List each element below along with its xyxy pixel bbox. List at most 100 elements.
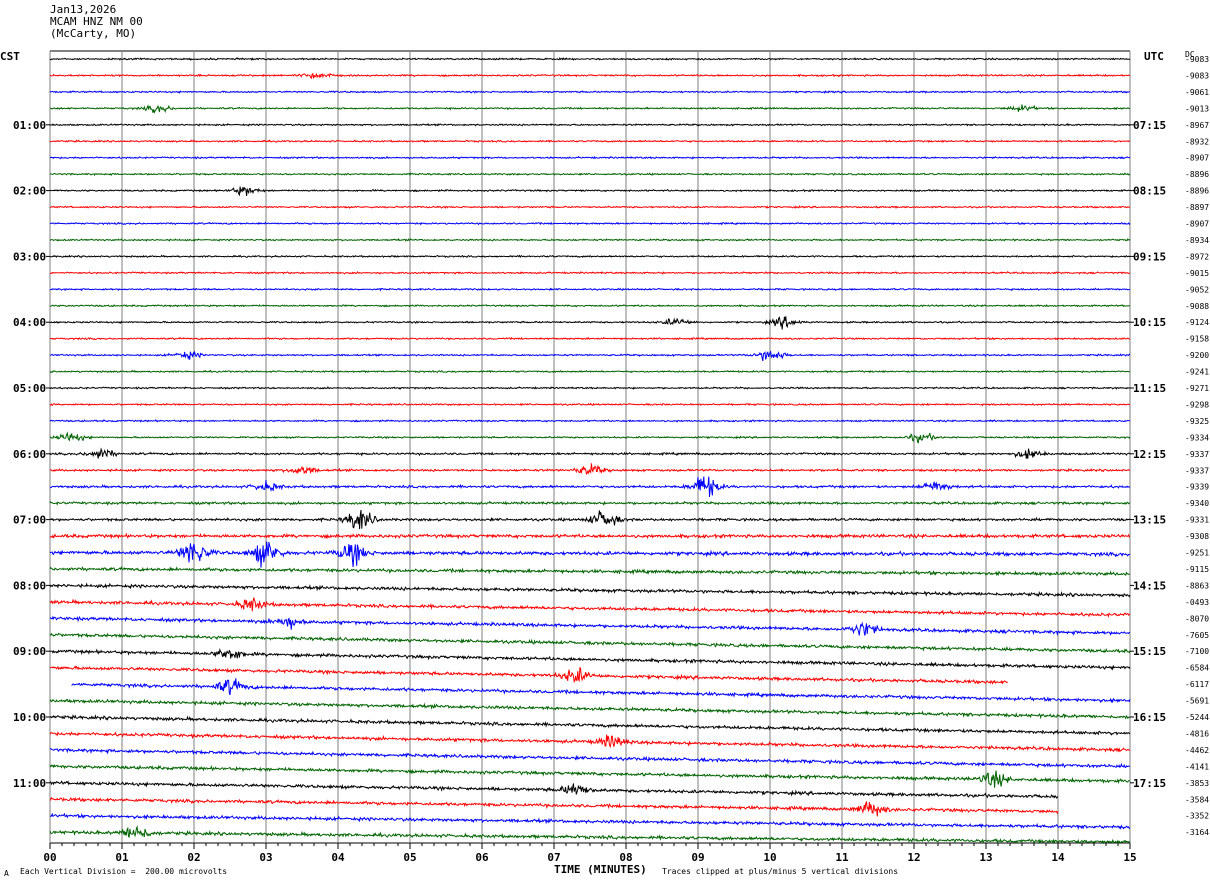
trace-row-45: [49, 796, 1059, 817]
dc-offset-38: -6117: [1185, 680, 1209, 689]
dc-offset-33: -0493: [1185, 598, 1209, 607]
trace-row-29: [49, 532, 1131, 540]
trace-row-1: [49, 72, 1131, 80]
trace-row-10: [49, 221, 1131, 226]
dc-offset-31: -9115: [1185, 565, 1209, 574]
dc-offset-44: -3853: [1185, 779, 1209, 788]
dc-offset-4: -8967: [1185, 121, 1209, 130]
trace-row-14: [49, 287, 1131, 292]
clip-note: Traces clipped at plus/minus 5 vertical …: [662, 867, 899, 876]
trace-row-33: [49, 597, 1131, 619]
left-axis-title: CST: [0, 50, 20, 63]
dc-offset-21: -9298: [1185, 400, 1209, 409]
trace-row-38: [71, 678, 1131, 704]
trace-row-9: [49, 205, 1131, 210]
dc-offset-5: -8932: [1185, 137, 1209, 146]
left-time-label-44: 11:00: [13, 777, 46, 790]
trace-row-7: [49, 172, 1131, 177]
trace-row-18: [49, 350, 1131, 362]
dc-offset-13: -9015: [1185, 269, 1209, 278]
trace-row-23: [49, 431, 1131, 444]
x-tick-label-5: 05: [403, 851, 416, 864]
trace-row-11: [49, 237, 1131, 242]
x-axis-label: TIME (MINUTES): [554, 863, 647, 876]
trace-row-34: [49, 615, 1131, 636]
x-tick-label-10: 10: [763, 851, 776, 864]
left-time-label-8: 02:00: [13, 185, 46, 198]
dc-offset-20: -9271: [1185, 384, 1209, 393]
dc-offset-42: -4462: [1185, 746, 1209, 755]
dc-offset-47: -3164: [1185, 828, 1209, 837]
dc-offset-18: -9200: [1185, 351, 1209, 360]
dc-offset-23: -9334: [1185, 433, 1209, 442]
right-axis-title: UTC: [1144, 50, 1164, 63]
trace-row-16: [49, 316, 1131, 330]
dc-offset-39: -5691: [1185, 697, 1209, 706]
trace-row-4: [49, 122, 1131, 127]
left-time-label-24: 06:00: [13, 448, 46, 461]
trace-row-13: [49, 270, 1131, 275]
trace-row-22: [49, 419, 1131, 423]
trace-row-40: [50, 714, 1131, 736]
x-tick-label-1: 01: [115, 851, 129, 864]
x-tick-label-12: 12: [907, 851, 920, 864]
trace-row-41: [49, 731, 1131, 753]
x-tick-label-14: 14: [1051, 851, 1065, 864]
dc-offset-17: -9158: [1185, 335, 1209, 344]
dc-offset-25: -9337: [1185, 466, 1209, 475]
left-time-label-28: 07:00: [13, 514, 46, 527]
dc-offset-8: -8896: [1185, 187, 1209, 196]
trace-row-46: [49, 812, 1131, 830]
dc-offset-37: -6584: [1185, 664, 1209, 673]
left-time-label-36: 09:00: [13, 645, 46, 658]
dc-offset-40: -5244: [1185, 713, 1209, 722]
trace-row-37: [50, 665, 1008, 685]
left-time-label-40: 10:00: [13, 711, 46, 724]
right-time-label-16: 10:15: [1133, 316, 1166, 329]
trace-row-44: [49, 780, 1059, 799]
dc-offset-14: -9052: [1185, 285, 1209, 294]
x-tick-label-15: 15: [1123, 851, 1136, 864]
x-tick-label-0: 00: [43, 851, 56, 864]
trace-row-28: [49, 509, 1131, 530]
x-tick-label-4: 04: [331, 851, 345, 864]
dc-offset-0: -9083: [1185, 55, 1209, 64]
dc-offset-29: -9308: [1185, 532, 1209, 541]
left-time-label-4: 01:00: [13, 119, 46, 132]
trace-row-30: [49, 541, 1131, 568]
trace-row-19: [49, 369, 1131, 374]
header-location: (McCarty, MO): [50, 27, 137, 40]
corner-mark: A: [4, 869, 9, 878]
trace-row-0: [49, 57, 1131, 61]
dc-offset-32: -8863: [1185, 581, 1209, 590]
trace-row-20: [49, 386, 1131, 390]
right-time-label-12: 09:15: [1133, 250, 1166, 263]
dc-offset-15: -9088: [1185, 302, 1209, 311]
header-station: MCAM HNZ NM 00: [50, 15, 143, 28]
dc-offset-26: -9339: [1185, 483, 1209, 492]
x-tick-label-9: 09: [691, 851, 704, 864]
dc-offset-41: -4816: [1185, 729, 1209, 738]
trace-row-15: [49, 303, 1131, 308]
trace-row-32: [49, 582, 1131, 598]
trace-row-12: [49, 254, 1131, 259]
trace-row-42: [49, 748, 1131, 769]
dc-offset-1: -9083: [1185, 71, 1209, 80]
trace-row-31: [49, 566, 1131, 577]
left-time-label-12: 03:00: [13, 250, 46, 263]
dc-offset-19: -9241: [1185, 368, 1209, 377]
x-tick-label-11: 11: [835, 851, 849, 864]
trace-row-36: [49, 647, 1131, 671]
dc-offset-12: -8972: [1185, 252, 1209, 261]
dc-offset-3: -9013: [1185, 104, 1209, 113]
right-time-label-20: 11:15: [1133, 382, 1166, 395]
dc-offset-6: -8907: [1185, 154, 1209, 163]
trace-row-39: [49, 698, 1131, 720]
trace-row-27: [49, 500, 1131, 507]
dc-title: DC: [1185, 50, 1195, 59]
trace-row-26: [49, 476, 1131, 497]
trace-row-2: [49, 90, 1131, 94]
x-tick-label-2: 02: [187, 851, 200, 864]
x-tick-label-8: 08: [619, 851, 632, 864]
